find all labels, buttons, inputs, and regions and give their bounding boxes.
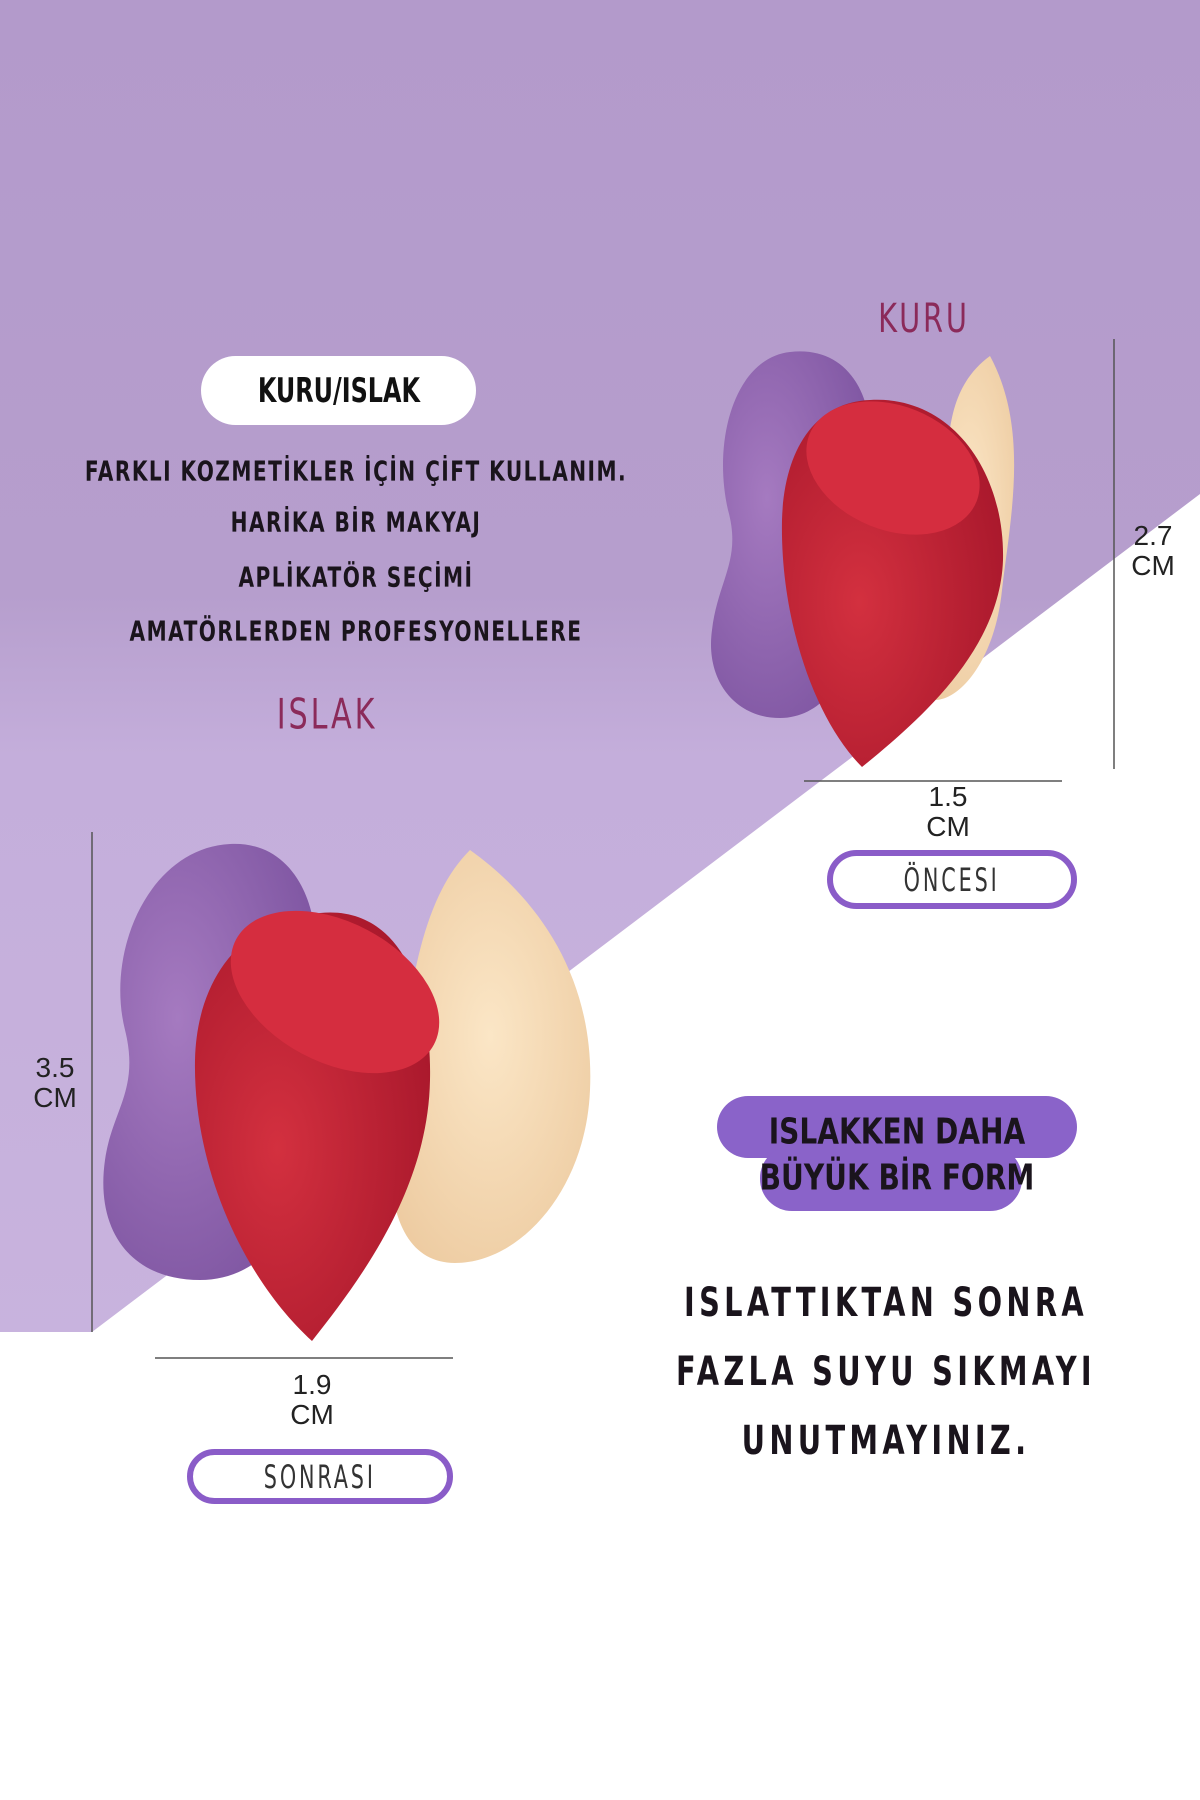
description-line-4: AMATÖRLERDEN PROFESYONELLERE xyxy=(129,614,583,648)
badge-text: KURU/ISLAK xyxy=(257,370,420,411)
description-line-3: APLİKATÖR SEÇİMİ xyxy=(238,560,474,594)
oncesi-badge: ÖNCESI xyxy=(827,850,1077,909)
islak-label: ISLAK xyxy=(276,689,378,739)
instruction-line-1: ISLATTIKTAN SONRA xyxy=(684,1280,1088,1326)
wet-height-label: 3.5 CM xyxy=(33,1052,77,1113)
beige-sponge-wet xyxy=(390,850,591,1263)
kuru-label: KURU xyxy=(878,296,970,342)
kuru-islak-badge: KURU/ISLAK xyxy=(201,356,476,425)
sonrasi-badge: SONRASI xyxy=(187,1449,453,1504)
highlight-line-2: BÜYÜK BİR FORM xyxy=(759,1157,1035,1199)
wet-sponges-image xyxy=(103,843,591,1341)
instruction-line-2: FAZLA SUYU SIKMAYI xyxy=(676,1349,1096,1395)
bigger-when-wet-badge: ISLAKKEN DAHA BÜYÜK BİR FORM xyxy=(717,1096,1077,1211)
instruction-line-3: UNUTMAYINIZ. xyxy=(741,1418,1031,1464)
dry-height-label: 2.7 CM xyxy=(1131,520,1175,581)
wet-width-label: 1.9 CM xyxy=(290,1369,334,1430)
dry-sponges-image xyxy=(710,351,1015,767)
dry-width-label: 1.5 CM xyxy=(926,781,970,842)
description-line-2: HARİKA BİR MAKYAJ xyxy=(230,505,482,539)
highlight-line-1: ISLAKKEN DAHA xyxy=(768,1111,1026,1153)
description-line-1: FARKLI KOZMETİKLER İÇİN ÇİFT KULLANIM. xyxy=(84,454,628,488)
